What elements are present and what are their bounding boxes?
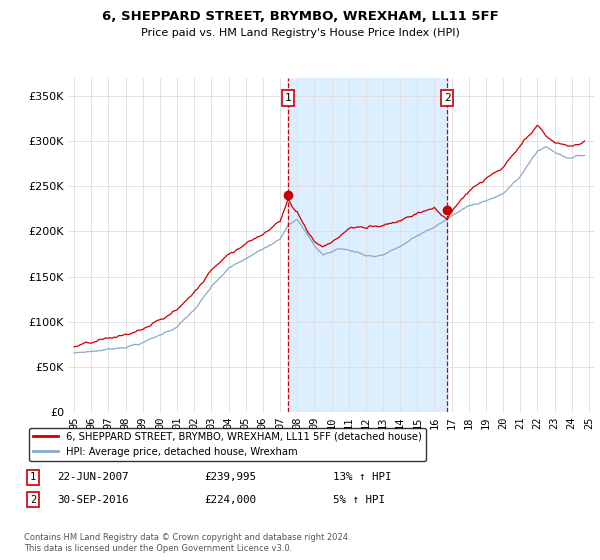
Text: 6, SHEPPARD STREET, BRYMBO, WREXHAM, LL11 5FF: 6, SHEPPARD STREET, BRYMBO, WREXHAM, LL1… bbox=[101, 10, 499, 23]
Text: 1: 1 bbox=[30, 472, 36, 482]
Text: Contains HM Land Registry data © Crown copyright and database right 2024.
This d: Contains HM Land Registry data © Crown c… bbox=[24, 533, 350, 553]
Text: 30-SEP-2016: 30-SEP-2016 bbox=[57, 494, 128, 505]
Text: £239,995: £239,995 bbox=[204, 472, 256, 482]
Text: 2: 2 bbox=[30, 494, 36, 505]
Bar bbox=[288, 78, 448, 412]
Text: 22-JUN-2007: 22-JUN-2007 bbox=[57, 472, 128, 482]
Text: 2: 2 bbox=[444, 93, 451, 103]
Legend: 6, SHEPPARD STREET, BRYMBO, WREXHAM, LL11 5FF (detached house), HPI: Average pri: 6, SHEPPARD STREET, BRYMBO, WREXHAM, LL1… bbox=[29, 428, 426, 461]
Text: 13% ↑ HPI: 13% ↑ HPI bbox=[333, 472, 392, 482]
Text: Price paid vs. HM Land Registry's House Price Index (HPI): Price paid vs. HM Land Registry's House … bbox=[140, 28, 460, 38]
Text: 1: 1 bbox=[285, 93, 292, 103]
Text: £224,000: £224,000 bbox=[204, 494, 256, 505]
Text: 5% ↑ HPI: 5% ↑ HPI bbox=[333, 494, 385, 505]
